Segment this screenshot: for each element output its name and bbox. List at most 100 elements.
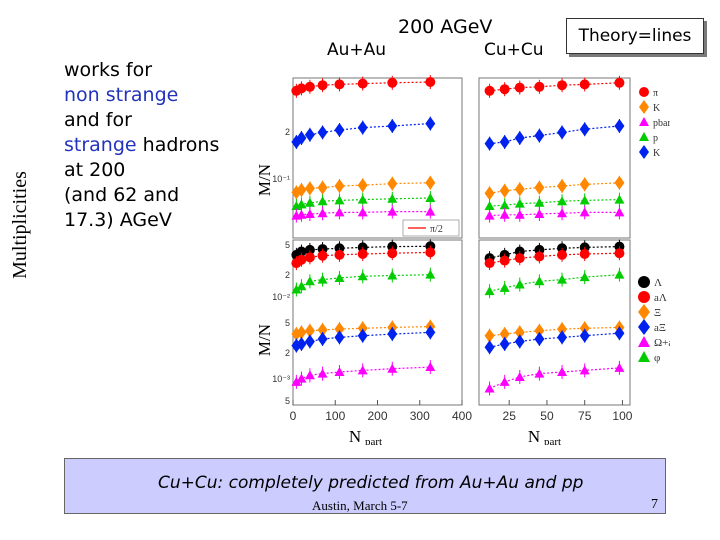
upper-legend-label: π [653, 88, 658, 99]
auau-upper-point-pbar [425, 206, 436, 216]
energy-title: 200 AGeV [398, 16, 493, 38]
lower-legend-label: Ξ [654, 307, 661, 319]
auau-upper-point-pi [357, 78, 368, 89]
cucu-upper-point-pi [484, 85, 495, 96]
cucu-upper-point-p [499, 200, 510, 210]
auau-lower-point-Omega+aOmega [296, 373, 307, 383]
auau-upper-point-p [387, 193, 398, 203]
cucu-lower-point-aXi [557, 330, 568, 345]
cucu-upper-point-K- [514, 131, 525, 145]
auau-lower-theory-line-phi [296, 274, 431, 291]
auau-lower-point-aLambda [296, 254, 307, 265]
auau-upper-point-K- [317, 125, 328, 140]
auau-lower-point-Omega+aOmega [334, 367, 345, 376]
upper-legend-label: p [653, 133, 658, 144]
cucu-lower-point-aXi [484, 340, 495, 355]
lower-legend-marker [638, 319, 650, 335]
pi-note-box [402, 219, 460, 237]
cucu-upper-point-pbar [579, 207, 590, 217]
auau-x-axis-label: N [349, 427, 361, 445]
cucu-x-tick-label: 25 [503, 409, 517, 423]
cucu-x-tick-label: 50 [540, 409, 554, 423]
cucu-lower-point-phi [557, 274, 568, 284]
auau-upper-point-pi [317, 80, 328, 91]
auau-lower-point-Xi [317, 322, 328, 337]
auau-lower-point-Omega+aOmega [291, 376, 302, 386]
lower-y-tick-label: 5 [285, 396, 290, 406]
lower-y-tick-label: 10⁻³ [272, 374, 290, 384]
cucu-upper-point-pi [579, 79, 590, 90]
auau-upper-point-p [304, 197, 315, 207]
auau-upper-point-pi [387, 77, 398, 88]
auau-upper-point-K- [296, 131, 307, 145]
cucu-upper-point-pi [514, 82, 525, 93]
cucu-lower-frame [478, 239, 631, 406]
auau-upper-point-K- [304, 127, 315, 142]
auau-upper-point-p [334, 195, 345, 205]
bullet-line: and for [64, 109, 132, 131]
cucu-upper-point-p [557, 196, 568, 206]
lower-legend-marker [638, 291, 650, 303]
upper-legend-marker [639, 100, 649, 114]
cucu-lower-point-phi [534, 276, 545, 286]
cucu-lower-point-Omega+aOmega [514, 371, 525, 381]
bullet-text: works for non strange and for strange ha… [64, 58, 264, 233]
bullet-rest: hadrons [136, 134, 220, 156]
upper-legend-marker [639, 132, 649, 141]
cucu-upper-point-K- [614, 119, 625, 133]
cucu-upper-point-pbar [499, 209, 510, 219]
cucu-x-axis-label: N [528, 427, 540, 445]
auau-upper-theory-line-K- [296, 123, 431, 143]
cucu-upper-point-pi [557, 80, 568, 91]
auau-upper-point-K+ [296, 183, 307, 197]
bullet-line: (and 62 and [64, 184, 180, 206]
cucu-title: Cu+Cu [484, 40, 544, 60]
auau-lower-point-Omega+aOmega [387, 363, 398, 373]
cucu-lower-point-aXi [614, 326, 625, 341]
cucu-upper-point-pbar [557, 208, 568, 218]
auau-lower-point-Lambda [304, 244, 315, 255]
upper-y-tick-label: 2 [285, 127, 290, 137]
auau-lower-point-phi [291, 284, 302, 294]
cucu-x-tick-label: 75 [578, 409, 592, 423]
cucu-upper-point-p [614, 194, 625, 204]
bullet-line: works for [64, 59, 153, 81]
cucu-lower-point-Omega+aOmega [499, 376, 510, 386]
auau-lower-point-Omega+aOmega [304, 370, 315, 380]
auau-upper-point-K- [387, 119, 398, 133]
auau-lower-point-phi [334, 272, 345, 282]
auau-lower-point-Xi [304, 323, 315, 338]
cucu-lower-point-aLambda [614, 248, 625, 259]
auau-lower-point-Xi [296, 325, 307, 340]
upper-legend-label: K [653, 103, 661, 114]
auau-upper-point-pbar [334, 207, 345, 217]
cucu-lower-point-aXi [514, 334, 525, 349]
auau-lower-point-Xi [291, 327, 302, 342]
auau-lower-point-aXi [334, 330, 345, 345]
auau-upper-point-K+ [304, 181, 315, 196]
cucu-upper-point-K+ [614, 175, 625, 190]
auau-lower-point-Omega+aOmega [317, 368, 328, 378]
cucu-upper-point-K+ [534, 180, 545, 195]
cucu-upper-point-p [484, 201, 495, 210]
lower-y-tick-label: 5 [285, 240, 290, 250]
auau-lower-point-aLambda [334, 249, 345, 260]
page-number: 7 [651, 497, 658, 512]
auau-lower-point-phi [304, 276, 315, 286]
cucu-upper-point-K+ [557, 179, 568, 193]
auau-upper-frame [292, 77, 463, 239]
cucu-x-tick-label: 100 [612, 409, 632, 423]
auau-upper-point-pi [304, 81, 315, 92]
cucu-lower-point-Omega+aOmega [614, 362, 625, 372]
theory-box: Theory=lines [566, 18, 704, 54]
upper-legend-label: pbar [653, 118, 670, 129]
lower-legend-marker [638, 336, 650, 347]
auau-upper-point-K+ [357, 178, 368, 193]
lower-legend-label: aΞ [654, 322, 666, 334]
auau-upper-point-K- [291, 135, 302, 149]
auau-lower-point-aXi [357, 328, 368, 343]
cucu-upper-point-p [514, 198, 525, 208]
lower-y-tick-label: 10⁻² [272, 292, 290, 302]
auau-lower-point-aLambda [387, 248, 398, 259]
